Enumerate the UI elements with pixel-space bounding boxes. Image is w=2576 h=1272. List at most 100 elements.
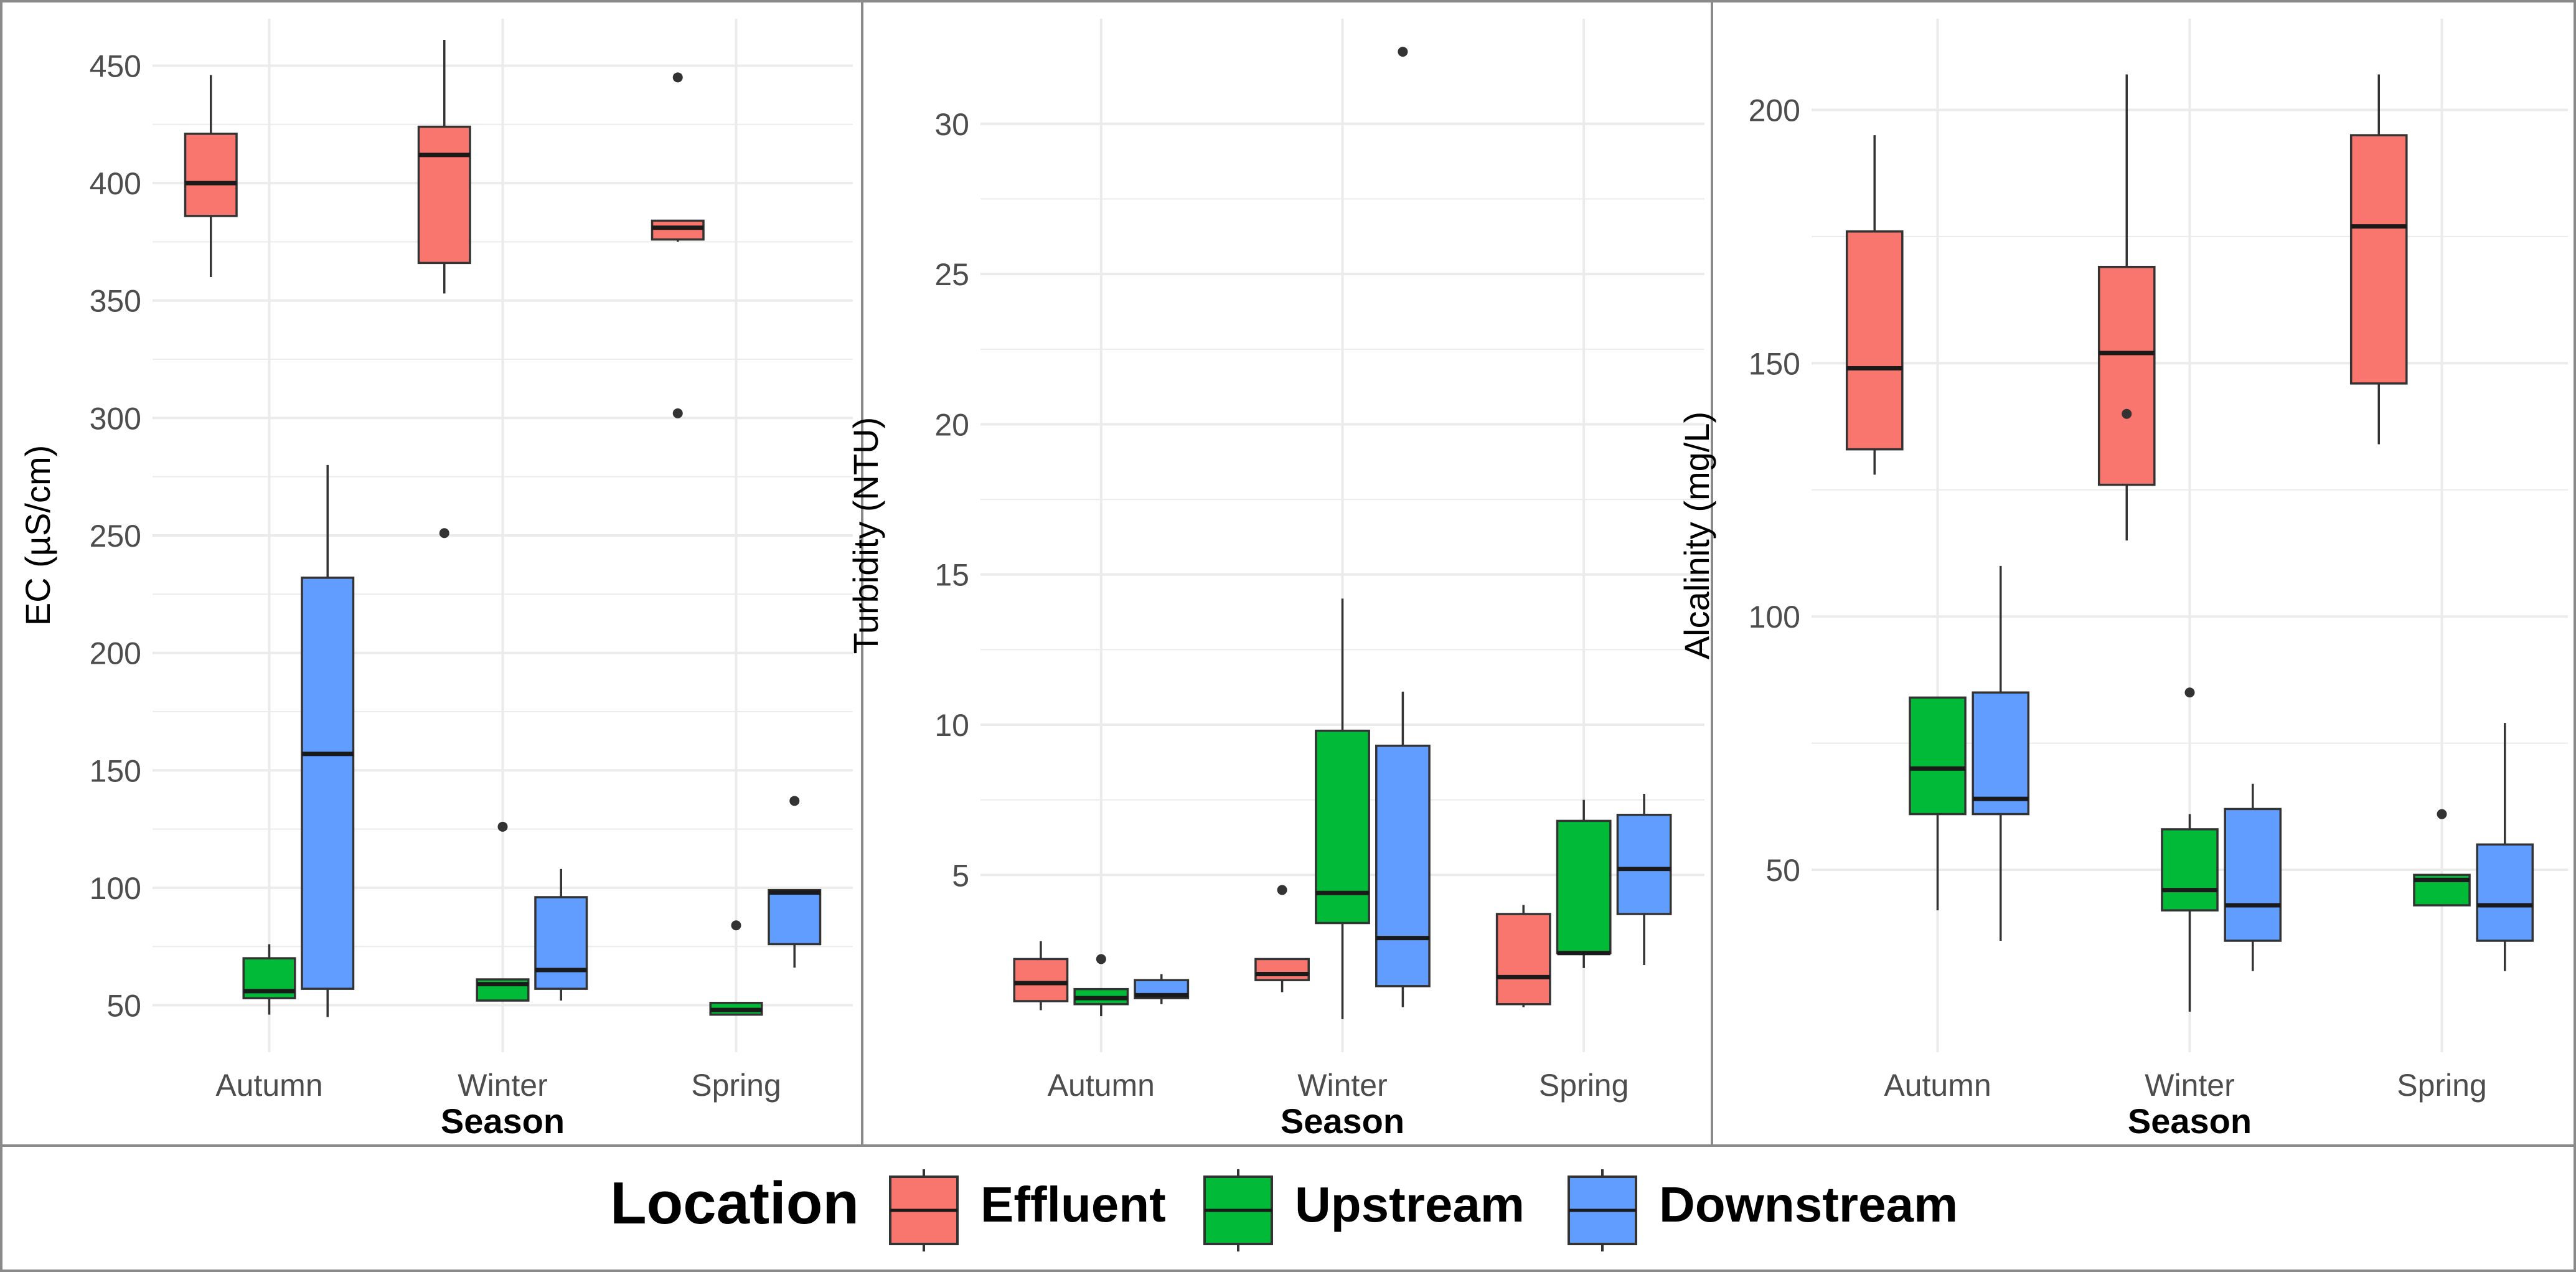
outlier-effluent-winter xyxy=(1277,885,1287,895)
box-effluent-winter xyxy=(2097,74,2156,541)
box-downstream-autumn xyxy=(301,464,355,1017)
box-downstream-spring xyxy=(2476,723,2534,971)
iqr-effluent-autumn xyxy=(184,133,238,217)
iqr-downstream-winter xyxy=(2224,808,2282,942)
alcalinity-panel: 50 100 150 200 Autumn Winter Spring Season Alcal… xyxy=(1677,19,2568,1141)
iqr-upstream-autumn xyxy=(1909,696,1967,816)
iqr-effluent-winter xyxy=(417,125,471,265)
ec-panel: 50 100 150 200 250 300 350 400 450 Autumn Winter Sp… xyxy=(18,19,853,1141)
y-tick-label: 50 xyxy=(1765,853,1800,888)
legend-entry-downstream: Downstream xyxy=(1568,1169,1958,1251)
iqr-downstream-spring xyxy=(768,888,822,946)
iqr-effluent-autumn xyxy=(1013,958,1069,1002)
legend-label-upstream: Upstream xyxy=(1295,1177,1525,1232)
box-upstream-spring xyxy=(709,920,763,1016)
y-tick-label: 200 xyxy=(90,636,141,671)
box-upstream-winter xyxy=(1315,598,1370,1019)
box-upstream-autumn xyxy=(242,944,296,1015)
x-axis-title: Season xyxy=(441,1101,565,1141)
y-axis-title: Alcalinity (mg/L) xyxy=(1677,412,1716,659)
y-axis-title: EC (µS/cm) xyxy=(18,445,57,626)
legend-label-downstream: Downstream xyxy=(1659,1177,1958,1232)
outlier-downstream-spring xyxy=(789,796,800,806)
box-downstream-autumn xyxy=(1972,565,2030,941)
x-axis-title: Season xyxy=(2128,1101,2252,1141)
turbidity-panel: 5 10 15 20 25 30 Autumn Winter Spring Season Turbi… xyxy=(846,19,1704,1141)
x-axis-title: Season xyxy=(1281,1101,1404,1141)
y-tick-label: 100 xyxy=(90,871,141,906)
box-downstream-winter xyxy=(2224,783,2282,971)
iqr-downstream-spring xyxy=(2476,843,2534,942)
outlier-effluent-winter xyxy=(439,528,449,539)
box-upstream-autumn xyxy=(1909,696,1967,911)
outlier-upstream-autumn xyxy=(1096,954,1106,964)
x-tick-label-winter: Winter xyxy=(1297,1068,1387,1103)
iqr-effluent-spring xyxy=(651,219,705,241)
legend: Location Effluent Upstream Downstream xyxy=(610,1169,1958,1251)
outlier-upstream-spring xyxy=(2437,809,2447,819)
outlier-downstream-winter xyxy=(1398,47,1408,57)
x-tick-label-spring: Spring xyxy=(1539,1068,1629,1103)
y-tick-label: 50 xyxy=(106,989,141,1024)
x-tick-label-spring: Spring xyxy=(691,1068,781,1103)
legend-title: Location xyxy=(610,1170,859,1237)
box-effluent-autumn xyxy=(184,75,238,277)
iqr-downstream-autumn xyxy=(1972,691,2030,816)
box-upstream-spring xyxy=(2413,809,2471,907)
iqr-effluent-spring xyxy=(1495,913,1551,1006)
box-upstream-autumn xyxy=(1073,954,1129,1017)
iqr-effluent-spring xyxy=(2349,134,2408,385)
iqr-downstream-spring xyxy=(1616,814,1672,915)
y-tick-label: 20 xyxy=(934,407,969,442)
iqr-downstream-winter xyxy=(534,896,588,990)
y-tick-label: 10 xyxy=(934,708,969,743)
box-effluent-autumn xyxy=(1845,135,1904,475)
y-tick-label: 15 xyxy=(934,558,969,593)
box-upstream-spring xyxy=(1556,799,1612,968)
outlier-upstream-winter xyxy=(497,821,508,832)
box-effluent-spring xyxy=(651,72,705,418)
x-tick-label-spring: Spring xyxy=(2397,1068,2487,1103)
box-downstream-winter xyxy=(534,869,588,1001)
y-axis-title: Turbidity (NTU) xyxy=(846,417,885,654)
y-tick-label: 100 xyxy=(1749,600,1800,634)
box-effluent-spring xyxy=(2349,74,2408,445)
iqr-effluent-autumn xyxy=(1845,230,1904,451)
x-tick-label-autumn: Autumn xyxy=(215,1068,322,1103)
outlier-upstream-spring xyxy=(731,920,741,931)
legend-entry-effluent: Effluent xyxy=(889,1169,1166,1251)
legend-label-effluent: Effluent xyxy=(980,1177,1166,1232)
box-effluent-winter xyxy=(417,39,471,539)
x-tick-label-autumn: Autumn xyxy=(1884,1068,1991,1103)
legend-entry-upstream: Upstream xyxy=(1203,1169,1525,1251)
box-upstream-winter xyxy=(476,821,530,1002)
y-tick-label: 25 xyxy=(934,257,969,292)
y-tick-label: 450 xyxy=(90,49,141,83)
box-effluent-winter xyxy=(1254,885,1310,992)
y-tick-label: 150 xyxy=(90,753,141,788)
box-effluent-spring xyxy=(1495,905,1551,1007)
box-upstream-winter xyxy=(2161,687,2219,1012)
y-tick-label: 250 xyxy=(90,519,141,554)
x-tick-label-autumn: Autumn xyxy=(1048,1068,1155,1103)
outlier-upstream-winter xyxy=(2184,687,2195,698)
iqr-upstream-spring xyxy=(1556,819,1612,954)
iqr-effluent-winter xyxy=(1254,958,1310,981)
iqr-upstream-winter xyxy=(2161,828,2219,912)
iqr-downstream-winter xyxy=(1375,745,1431,987)
y-tick-label: 350 xyxy=(90,284,141,319)
outlier-effluent-spring xyxy=(672,72,683,83)
y-tick-label: 200 xyxy=(1749,93,1800,128)
box-effluent-autumn xyxy=(1013,941,1069,1011)
y-tick-label: 300 xyxy=(90,401,141,436)
box-downstream-spring xyxy=(1616,794,1672,966)
y-tick-label: 400 xyxy=(90,166,141,201)
outlier-effluent-winter xyxy=(2122,408,2132,419)
y-tick-label: 30 xyxy=(934,107,969,142)
box-downstream-winter xyxy=(1375,47,1431,1007)
x-tick-label-winter: Winter xyxy=(458,1068,547,1103)
outlier-effluent-spring xyxy=(672,408,683,418)
iqr-downstream-autumn xyxy=(301,577,355,990)
